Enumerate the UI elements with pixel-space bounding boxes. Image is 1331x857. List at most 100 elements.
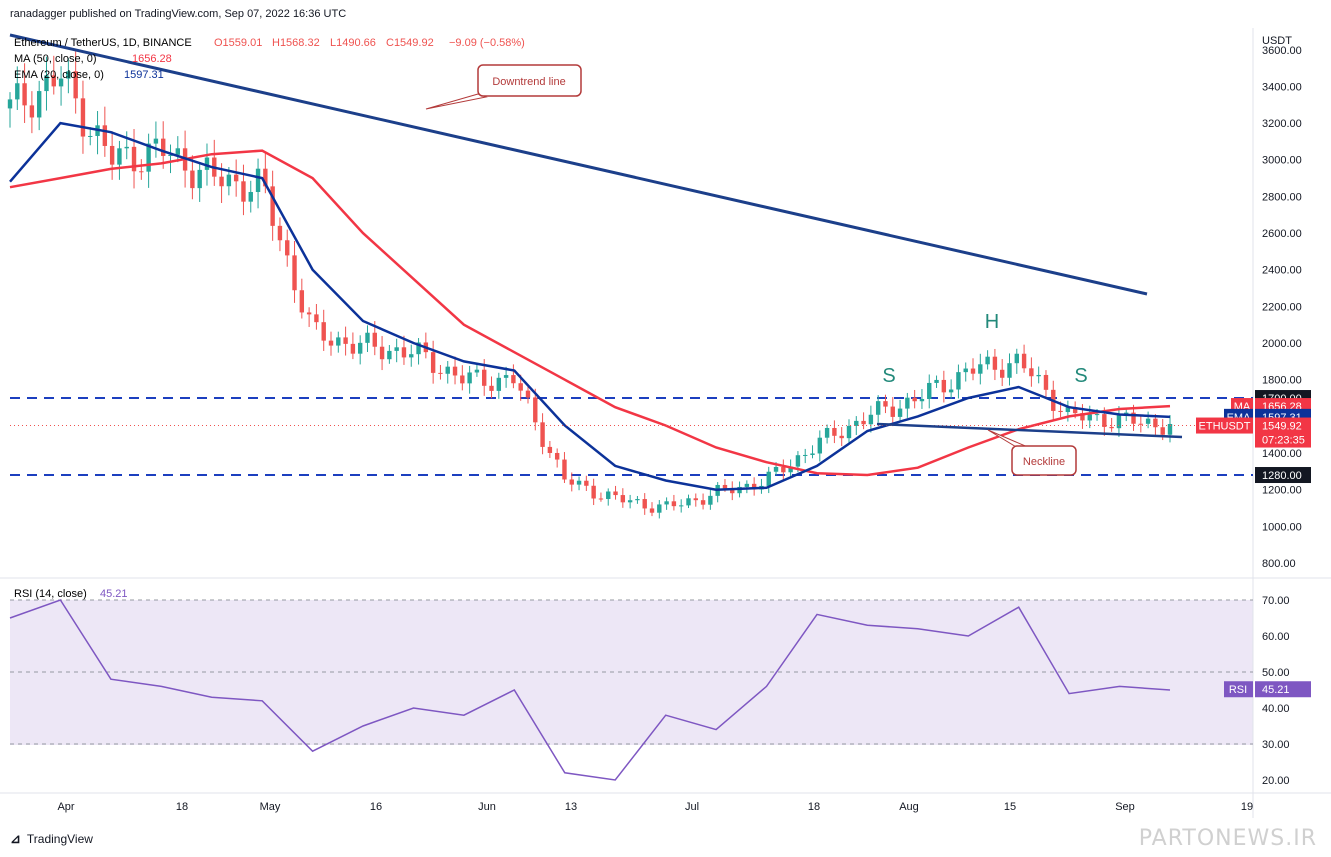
ma-50-line[interactable] [9, 149, 1171, 477]
candle-body[interactable] [963, 368, 968, 373]
candle-body[interactable] [875, 401, 881, 415]
legend-ema-label[interactable]: EMA (20, close, 0) [14, 69, 104, 81]
candle-body[interactable] [751, 483, 757, 490]
candle-body[interactable] [153, 138, 159, 144]
price-tag-price[interactable]: ETHUSDT 1549.92 07:23:35 [1196, 417, 1311, 448]
candle-body[interactable] [766, 471, 771, 486]
candle-body[interactable] [934, 379, 939, 383]
candle-body[interactable] [226, 174, 232, 187]
candle-body[interactable] [985, 356, 990, 365]
candle-body[interactable] [124, 146, 129, 149]
candle-body[interactable] [299, 290, 305, 313]
candle-body[interactable] [700, 500, 706, 505]
price-tag-level-1280[interactable]: 1280.00 [1255, 467, 1311, 484]
candle-body[interactable] [430, 352, 436, 373]
candle-body[interactable] [379, 346, 385, 360]
candle-body[interactable] [102, 125, 108, 146]
candle-body[interactable] [139, 171, 144, 173]
candle-body[interactable] [533, 397, 538, 423]
candle-body[interactable] [416, 342, 421, 355]
candle-body[interactable] [401, 347, 407, 358]
candle-body[interactable] [387, 350, 392, 360]
candle-body[interactable] [1131, 412, 1136, 424]
candle-body[interactable] [788, 466, 793, 473]
candle-body[interactable] [1124, 412, 1129, 415]
candle-body[interactable] [1043, 374, 1049, 390]
candle-body[interactable] [241, 181, 246, 202]
candle-body[interactable] [897, 408, 903, 417]
candle-body[interactable] [678, 505, 684, 507]
candle-body[interactable] [1167, 423, 1173, 435]
candle-body[interactable] [1138, 423, 1144, 425]
candle-body[interactable] [664, 501, 669, 505]
candle-body[interactable] [482, 369, 487, 386]
legend-rsi-label[interactable]: RSI (14, close) [14, 588, 87, 600]
neckline-line[interactable] [876, 422, 1183, 439]
candle-body[interactable] [270, 186, 275, 226]
candle-body[interactable] [357, 342, 363, 354]
candle-body[interactable] [1036, 374, 1041, 377]
candle-body[interactable] [503, 375, 509, 378]
candle-body[interactable] [1116, 414, 1122, 429]
candle-body[interactable] [15, 83, 20, 100]
neckline-callout-box[interactable] [1011, 445, 1077, 476]
candle-body[interactable] [1080, 413, 1085, 421]
candle-body[interactable] [919, 398, 925, 402]
legend-symbol[interactable]: Ethereum / TetherUS, 1D, BINANCE [14, 37, 192, 49]
candle-body[interactable] [547, 446, 553, 453]
candle-body[interactable] [810, 453, 815, 455]
candle-body[interactable] [941, 379, 947, 393]
downtrend-line[interactable] [9, 33, 1148, 296]
candle-body[interactable] [627, 500, 633, 503]
candle-body[interactable] [467, 372, 472, 384]
candle-body[interactable] [233, 174, 239, 182]
candle-body[interactable] [1160, 427, 1165, 435]
candle-body[interactable] [1109, 426, 1114, 429]
candle-body[interactable] [511, 375, 516, 384]
candle-body[interactable] [948, 389, 954, 393]
candle-body[interactable] [88, 135, 93, 137]
candle-body[interactable] [409, 354, 414, 358]
candle-body[interactable] [197, 169, 202, 189]
candle-body[interactable] [44, 75, 49, 92]
candle-body[interactable] [956, 372, 961, 390]
candle-body[interactable] [306, 312, 312, 315]
candle-body[interactable] [868, 414, 874, 425]
candle-body[interactable] [1094, 414, 1100, 416]
candle-body[interactable] [51, 75, 56, 87]
candle-body[interactable] [292, 255, 297, 291]
candle-body[interactable] [708, 495, 713, 505]
downtrend-callout-box[interactable] [477, 64, 582, 97]
candle-body[interactable] [613, 491, 618, 496]
candle-body[interactable] [832, 427, 837, 436]
candle-body[interactable] [36, 91, 42, 118]
candle-body[interactable] [540, 422, 545, 447]
candle-body[interactable] [263, 168, 268, 187]
candle-body[interactable] [817, 437, 823, 454]
candle-body[interactable] [649, 508, 655, 513]
candle-body[interactable] [744, 483, 750, 487]
candle-body[interactable] [576, 480, 582, 485]
candle-body[interactable] [394, 347, 399, 351]
candle-body[interactable] [854, 420, 859, 426]
candle-body[interactable] [839, 435, 844, 439]
candle-body[interactable] [883, 401, 888, 407]
ema-20-line[interactable] [9, 121, 1171, 491]
candle-body[interactable] [1065, 407, 1071, 413]
candle-body[interactable] [992, 356, 998, 370]
candle-body[interactable] [452, 366, 458, 376]
candle-body[interactable] [489, 385, 494, 391]
candle-body[interactable] [642, 499, 647, 509]
candle-body[interactable] [29, 105, 35, 118]
rsi-line[interactable] [9, 599, 1171, 781]
candle-body[interactable] [970, 368, 976, 374]
candle-body[interactable] [598, 498, 604, 500]
candle-body[interactable] [131, 146, 137, 172]
candle-body[interactable] [168, 154, 173, 156]
candle-body[interactable] [80, 98, 86, 137]
candle-body[interactable] [591, 485, 596, 499]
candle-body[interactable] [22, 83, 27, 106]
candle-body[interactable] [58, 78, 64, 87]
candle-body[interactable] [109, 145, 115, 165]
candle-body[interactable] [1058, 410, 1063, 413]
